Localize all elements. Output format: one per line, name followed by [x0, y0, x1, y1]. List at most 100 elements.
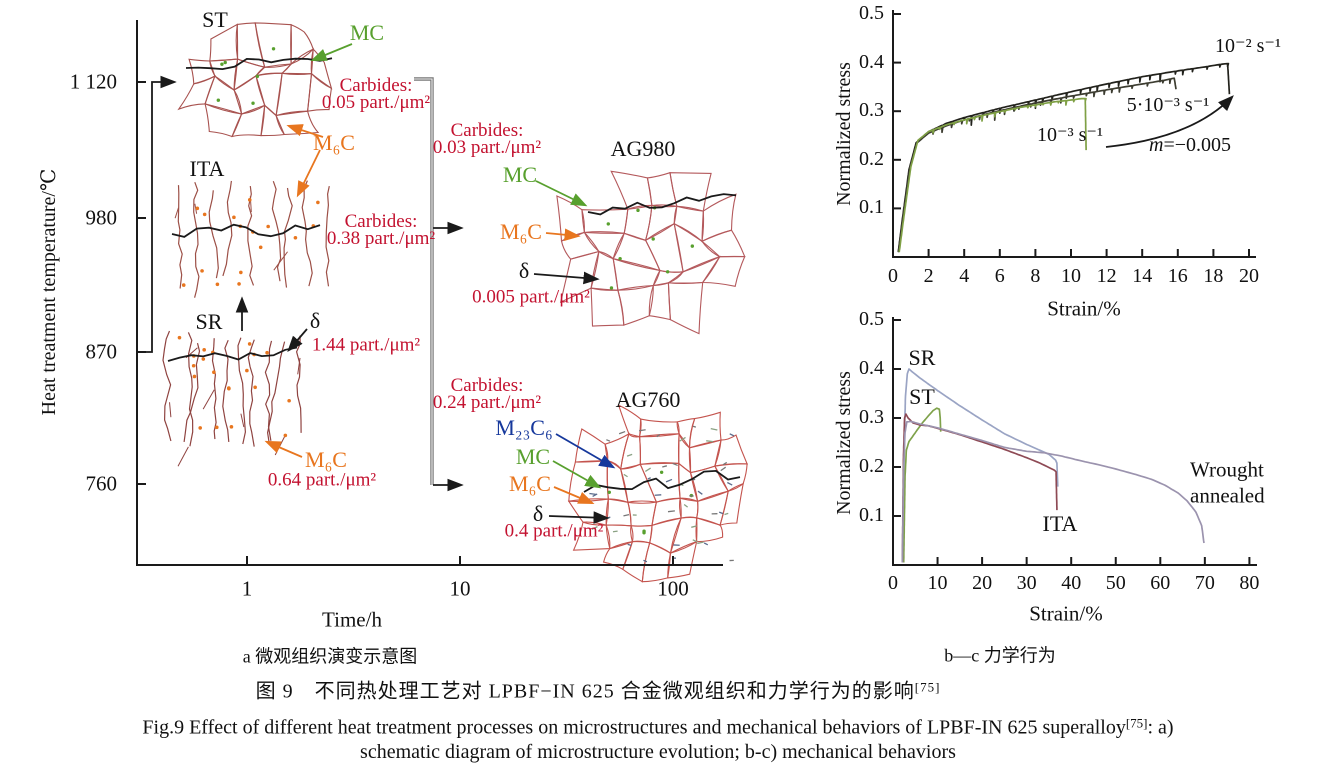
precipitate-dash: [647, 477, 651, 480]
precipitate-dot: [229, 425, 234, 429]
grain-boundary: [644, 222, 684, 273]
carbides-title-ag980: Carbides:: [450, 120, 524, 141]
curve-label-st: ST: [909, 384, 935, 410]
chart-b-x-tick-label: 2: [923, 265, 934, 288]
figure-caption-en-line2: schematic diagram of microstructure evol…: [360, 741, 956, 764]
precipitate-dot: [247, 342, 252, 346]
precipitate-dash: [606, 439, 611, 442]
delta-ag760-arrow: [548, 511, 610, 524]
curve-st: [902, 407, 942, 563]
melt-boundary-line: [185, 57, 333, 71]
precipitate-dash: [627, 543, 632, 547]
melt-boundary-line: [171, 223, 321, 238]
precipitate-dot: [202, 212, 207, 217]
grain-boundary: [620, 463, 658, 503]
columnar-grain-boundary: [266, 341, 286, 444]
chart-c-x-tick-label: 10: [927, 572, 948, 595]
m6c-label-ag760: M₆C: [509, 471, 551, 497]
grain-boundary: [701, 229, 746, 258]
figure-caption-zh: 图 9 不同热处理工艺对 LPBF−IN 625 合金微观组织和力学行为的影响[…: [255, 680, 941, 704]
m6c-label-st: M₆C: [313, 130, 355, 156]
grain-boundary: [233, 74, 266, 115]
precipitate-dot: [265, 350, 269, 355]
precipitate-dot: [293, 235, 298, 240]
precipitate-dash: [618, 430, 626, 435]
grain-boundary: [667, 281, 704, 335]
grain-boundary: [560, 231, 601, 260]
chart-c-y-tick-label: 0.2: [859, 455, 884, 478]
chart-b-x-tick-label: 6: [994, 265, 1005, 288]
m6c-label-sr: M₆C: [305, 447, 347, 473]
melt-boundary-line: [167, 346, 298, 362]
curve-label-ita: ITA: [1042, 511, 1078, 537]
precipitate-dot: [609, 286, 614, 290]
grain-boundary: [306, 72, 333, 112]
precipitate-dot: [253, 385, 257, 390]
precipitate-dot: [215, 282, 220, 287]
carbides-value-st: 0.05 part./μm²: [321, 92, 431, 113]
precipitate-dot: [251, 101, 255, 105]
rate-label-1e-3: 10⁻³ s⁻¹: [1037, 124, 1103, 147]
mc-label-ag760: MC: [515, 444, 551, 470]
delta-value-ag760: 0.4 part./μm²: [504, 520, 604, 542]
chart-b-y-tick-label: 0.5: [859, 2, 884, 25]
columnar-grain-boundary: [283, 187, 293, 288]
chart-b-x-tick-label: 4: [959, 265, 970, 288]
precipitate-dot: [192, 374, 197, 379]
columnar-grain-boundary: [222, 180, 233, 277]
grain-boundary: [209, 58, 239, 91]
precipitate-dot: [232, 215, 236, 220]
precipitate-dot: [220, 62, 224, 66]
precipitate-dot: [181, 283, 186, 287]
chart-c-y-tick-label: 0.3: [859, 406, 884, 429]
figure-caption-en-text: Fig.9 Effect of different heat treatment…: [142, 716, 1126, 739]
precipitate-dot: [316, 200, 320, 205]
precipitate-dash: [727, 481, 733, 486]
precipitate-dot: [191, 363, 196, 368]
grain-boundary: [605, 498, 632, 527]
grain-sketches: [162, 22, 748, 583]
grain-boundary: [701, 255, 746, 287]
chart-c-x-tick-label: 60: [1150, 572, 1171, 595]
rate-label-5e-3: 5·10⁻³ s⁻¹: [1126, 94, 1210, 117]
precipitate-dash: [692, 539, 698, 543]
panel-a-caption: a 微观组织演变示意图: [242, 646, 418, 667]
chart-c-y-axis-label: Normalized stress: [833, 371, 856, 515]
chart-c-x-tick-label: 50: [1105, 572, 1126, 595]
chart-c-x-tick-label: 80: [1239, 572, 1260, 595]
grain-boundary: [673, 222, 721, 273]
panel-a-x-tick-label: 10: [449, 576, 471, 601]
figure-caption-en-tail: : a): [1147, 716, 1174, 739]
grain-boundary: [669, 172, 712, 212]
delta-value-ag980: 0.005 part./μm²: [472, 286, 590, 308]
precipitate-dash: [665, 478, 673, 483]
chart-c-x-tick-label: 40: [1061, 572, 1082, 595]
columnar-grain-boundary: [222, 339, 230, 442]
m6c-st-arrow-up: [286, 124, 324, 138]
grain-branch: [297, 357, 301, 375]
columnar-grain-boundary: [162, 330, 172, 442]
precipitate-dot: [606, 222, 610, 226]
grain-boundary: [275, 72, 313, 117]
precipitate-dot: [607, 490, 611, 494]
figure-caption-en-ref: [75]: [1125, 715, 1148, 731]
precipitate-dot: [287, 398, 291, 403]
precipitate-dot: [642, 531, 646, 535]
precipitate-dot: [618, 256, 622, 261]
figure-caption-zh-text: 图 9 不同热处理工艺对 LPBF−IN 625 合金微观组织和力学行为的影响: [255, 680, 915, 703]
carbides-title-ag760: Carbides:: [450, 375, 524, 396]
mc-label-ag980: MC: [502, 162, 538, 188]
grain-boundary: [678, 462, 699, 502]
precipitate-dot: [200, 269, 204, 273]
state-label-sr: SR: [195, 309, 223, 335]
grain-boundary: [280, 47, 314, 75]
panel-a-y-tick-label: 760: [85, 471, 118, 496]
grain-boundary: [646, 171, 678, 208]
precipitate-dash: [720, 466, 727, 472]
precipitate-dot: [247, 198, 252, 202]
chart-b-x-tick-label: 20: [1239, 265, 1259, 288]
mc-st-arrow: [310, 43, 353, 62]
precipitate-dot: [226, 386, 231, 390]
